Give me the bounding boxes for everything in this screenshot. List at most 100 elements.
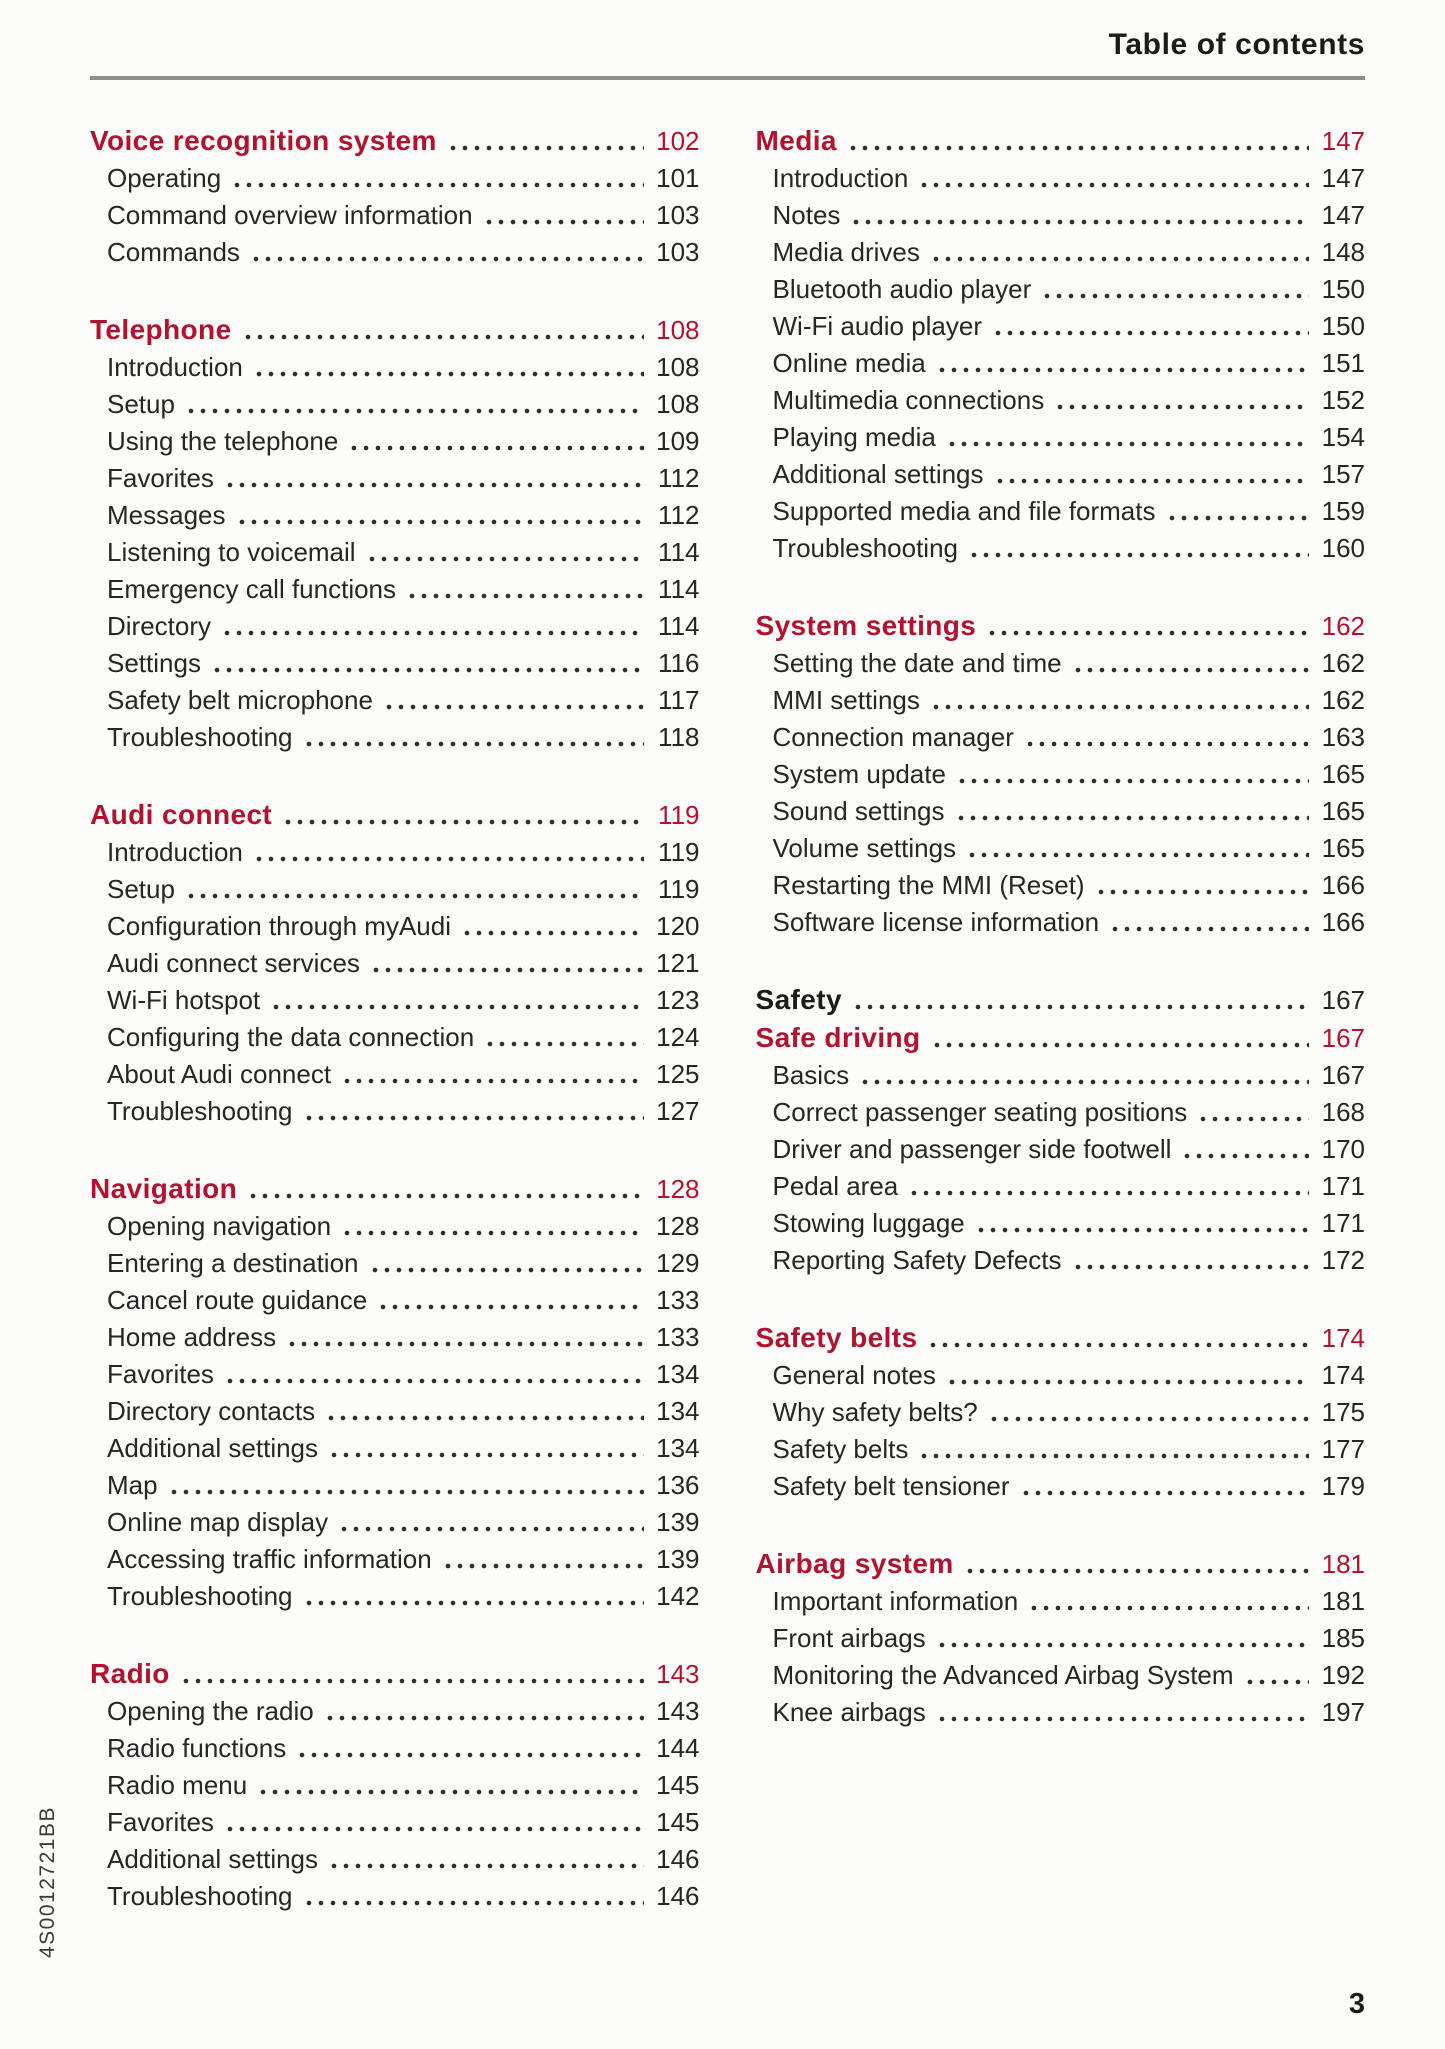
- toc-chapter-row: Media 147: [756, 122, 1365, 160]
- dot-leader: [859, 1057, 1309, 1094]
- entry-title: Online media: [772, 348, 926, 378]
- entry-title: Configuration through myAudi: [107, 911, 451, 941]
- toc-entry-row: Setting the date and time 162: [756, 645, 1365, 682]
- entry-title: Directory contacts: [107, 1396, 316, 1426]
- toc-column-right: Media 147 Introduction 147 Notes 147 Med…: [756, 122, 1365, 1955]
- dot-leader: [338, 1504, 644, 1541]
- chapter-page-number: 128: [656, 1174, 700, 1204]
- toc-entry-row: Home address 133: [90, 1319, 700, 1356]
- entry-page-number: 143: [656, 1696, 700, 1726]
- entry-title: Notes: [772, 200, 841, 230]
- entry-page-number: 119: [658, 837, 700, 867]
- entry-page-number: 145: [656, 1770, 700, 1800]
- dot-leader: [935, 1620, 1309, 1657]
- toc-section: Safe driving 167 Basics 167 Correct pass…: [756, 1019, 1365, 1279]
- dot-leader: [252, 834, 644, 871]
- entry-page-number: 197: [1321, 1697, 1365, 1727]
- entry-title: Sound settings: [772, 796, 945, 826]
- document-code: 4S0012721BB: [36, 1806, 59, 1958]
- entry-title: Pedal area: [772, 1171, 899, 1201]
- entry-title: Listening to voicemail: [107, 537, 356, 567]
- entry-page-number: 146: [656, 1844, 700, 1874]
- entry-title: Opening navigation: [107, 1211, 332, 1241]
- dot-leader: [441, 1541, 644, 1578]
- toc-section: Telephone 108 Introduction 108 Setup 108…: [90, 311, 700, 756]
- toc-entry-row: Pedal area 171: [756, 1168, 1365, 1205]
- toc-entry-row: Correct passenger seating positions 168: [756, 1094, 1365, 1131]
- entry-title: Monitoring the Advanced Airbag System: [772, 1660, 1234, 1690]
- entry-page-number: 128: [656, 1211, 700, 1241]
- toc-entry-row: Radio functions 144: [90, 1730, 700, 1767]
- toc-entry-row: Important information 181: [756, 1583, 1365, 1620]
- page-title: Table of contents: [1108, 28, 1365, 61]
- entry-title: Safety belts: [772, 1434, 909, 1464]
- toc-section: Voice recognition system 102 Operating 1…: [90, 122, 700, 271]
- entry-title: Knee airbags: [772, 1697, 926, 1727]
- entry-title: About Audi connect: [107, 1059, 332, 1089]
- entry-title: Stowing luggage: [772, 1208, 965, 1238]
- dot-leader: [929, 234, 1309, 271]
- dot-leader: [406, 571, 644, 608]
- toc-entry-row: Safety belts 177: [756, 1431, 1365, 1468]
- chapter-title: Radio: [90, 1658, 170, 1689]
- dot-leader: [927, 1319, 1309, 1357]
- toc-entry-row: Setup 119: [90, 871, 700, 908]
- dot-leader: [223, 1804, 644, 1841]
- dot-leader: [328, 1841, 644, 1878]
- toc-entry-row: Emergency call functions 114: [90, 571, 700, 608]
- entry-title: Correct passenger seating positions: [772, 1097, 1188, 1127]
- dot-leader: [368, 1245, 644, 1282]
- entry-title: Safety belt microphone: [107, 685, 373, 715]
- entry-title: Commands: [107, 237, 240, 267]
- entry-title: Troubleshooting: [107, 1096, 293, 1126]
- toc-entry-row: Favorites 112: [90, 460, 700, 497]
- entry-title: Operating: [107, 163, 222, 193]
- chapter-page-number: 102: [656, 126, 700, 156]
- entry-title: MMI settings: [772, 685, 920, 715]
- dot-leader: [955, 756, 1309, 793]
- entry-title: Volume settings: [772, 833, 957, 863]
- entry-page-number: 133: [656, 1322, 700, 1352]
- entry-page-number: 121: [656, 948, 700, 978]
- toc-section: Safety 167: [756, 981, 1365, 1019]
- dot-leader: [341, 1056, 644, 1093]
- entry-page-number: 142: [656, 1581, 700, 1611]
- dot-leader: [302, 1878, 644, 1915]
- entry-title: Online map display: [107, 1507, 329, 1537]
- chapter-title: Audi connect: [90, 799, 273, 830]
- toc-section: Navigation 128 Opening navigation 128 En…: [90, 1170, 700, 1615]
- toc-entry-row: Troubleshooting 146: [90, 1878, 700, 1915]
- dot-leader: [918, 1431, 1309, 1468]
- entry-page-number: 147: [1321, 163, 1365, 193]
- toc-chapter-row: Audi connect 119: [90, 796, 700, 834]
- chapter-title: Voice recognition system: [90, 125, 437, 156]
- toc-content: Table of contents Voice recognition syst…: [90, 28, 1365, 1955]
- entry-page-number: 148: [1321, 237, 1365, 267]
- entry-title: Audi connect services: [107, 948, 360, 978]
- entry-title: Wi-Fi hotspot: [107, 985, 261, 1015]
- entry-title: Configuring the data connection: [107, 1022, 475, 1052]
- toc-entry-row: Notes 147: [756, 197, 1365, 234]
- dot-leader: [850, 197, 1309, 234]
- toc-entry-row: Online media 151: [756, 345, 1365, 382]
- entry-page-number: 114: [658, 611, 700, 641]
- dot-leader: [270, 982, 644, 1019]
- toc-entry-row: Cancel route guidance 133: [90, 1282, 700, 1319]
- dot-leader: [945, 1357, 1309, 1394]
- entry-page-number: 162: [1321, 685, 1365, 715]
- entry-page-number: 134: [656, 1396, 700, 1426]
- entry-page-number: 133: [656, 1285, 700, 1315]
- toc-entry-row: General notes 174: [756, 1357, 1365, 1394]
- chapter-page-number: 174: [1321, 1323, 1365, 1353]
- toc-chapter-row: Radio 143: [90, 1655, 700, 1693]
- dot-leader: [231, 160, 644, 197]
- toc-entry-row: MMI settings 162: [756, 682, 1365, 719]
- entry-page-number: 125: [656, 1059, 700, 1089]
- toc-entry-row: Listening to voicemail 114: [90, 534, 700, 571]
- dot-leader: [851, 981, 1309, 1019]
- entry-page-number: 103: [656, 237, 700, 267]
- entry-title: Supported media and file formats: [772, 496, 1156, 526]
- toc-entry-row: Safety belt tensioner 179: [756, 1468, 1365, 1505]
- entry-title: Troubleshooting: [107, 1881, 293, 1911]
- entry-title: Front airbags: [772, 1623, 926, 1653]
